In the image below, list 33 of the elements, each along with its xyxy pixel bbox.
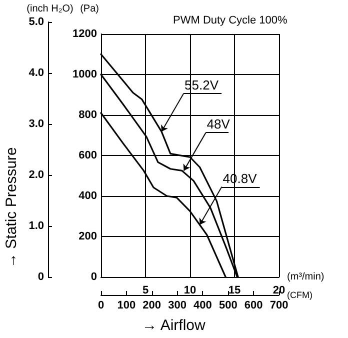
x2-tick-label: 400 [194, 300, 212, 312]
x-tick-label: 20 [272, 284, 286, 296]
y2-tick-label: 0 [38, 271, 44, 283]
y2-tick-label: 5.0 [28, 16, 44, 28]
y2-axis-title: (inch H₂O) [26, 4, 74, 14]
x2-tick-label: 700 [270, 300, 288, 312]
x-axis-title: (m³/min) [287, 272, 324, 282]
y-tick-label: 800 [78, 109, 97, 121]
x-tick-label: 5 [142, 284, 149, 296]
x-tick-label: 15 [228, 284, 241, 296]
y-tick-label: 600 [78, 150, 97, 162]
y-tick-label: 1000 [72, 68, 97, 80]
y-tick-label: 200 [78, 230, 97, 242]
text: → Static Pressure [3, 147, 20, 268]
y2-tick-label: 2.0 [28, 169, 44, 181]
y2-tick-label: 1.0 [28, 220, 44, 232]
annotation: 48V [206, 116, 230, 132]
x2-tick-label: 100 [117, 300, 136, 312]
x2-tick-label: 600 [244, 300, 263, 312]
chart-title: PWM Duty Cycle 100% [173, 14, 288, 26]
x2-tick-label: 200 [142, 300, 162, 312]
x2-axis-title: (CFM) [287, 290, 312, 300]
y-tick-label: 400 [78, 190, 97, 202]
y-axis-title: (Pa) [80, 4, 99, 14]
text: → Airflow [142, 317, 206, 334]
y-tick-label: 1200 [72, 28, 97, 40]
y2-tick-label: 4.0 [28, 67, 44, 79]
y-tick-label: 0 [90, 271, 97, 283]
x-tick-label: 10 [184, 284, 196, 296]
x2-tick-label: 300 [168, 300, 186, 312]
x2-tick-label: 500 [218, 300, 238, 312]
y2-tick-label: 3.0 [28, 118, 44, 130]
x2-tick-label: 0 [98, 300, 104, 312]
